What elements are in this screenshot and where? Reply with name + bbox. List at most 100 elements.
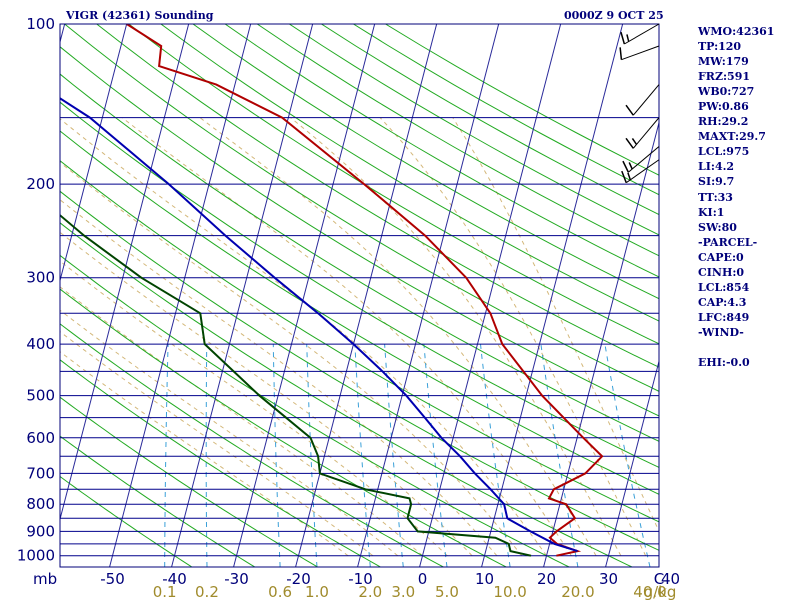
index-line: CINH:0 (698, 265, 745, 279)
wind-barb-staff (632, 117, 660, 149)
wind-barb-flag (620, 31, 626, 45)
index-line: MAXT:29.7 (698, 130, 766, 144)
wind-barb-flag (622, 160, 630, 173)
plot-area (60, 24, 659, 567)
moist-adiabat (60, 260, 448, 557)
dry-adiabat (60, 46, 659, 417)
index-line: FRZ:591 (698, 70, 751, 84)
index-line: EHI:-0.0 (698, 356, 750, 370)
temperature-tick-label: 0 (418, 570, 428, 588)
dry-adiabat (60, 396, 318, 567)
isotherm-10 (481, 24, 624, 567)
isotherm--20 (295, 24, 438, 567)
isotherm-0 (419, 24, 562, 567)
wind-barb-half (628, 162, 633, 170)
moist-adiabat (60, 331, 374, 557)
pressure-tick-label: 400 (26, 335, 55, 353)
dry-adiabat (60, 190, 659, 551)
temperature-tick-label: -50 (100, 570, 125, 588)
moist-adiabat (452, 117, 659, 533)
sounding-time: 0000Z 9 OCT 25 (564, 9, 664, 22)
isotherm--50 (109, 24, 252, 567)
dry-adiabat (160, 24, 659, 322)
moist-adiabat (60, 231, 473, 557)
index-line (698, 340, 774, 355)
dry-adiabat (64, 24, 659, 392)
temperature-line (126, 24, 604, 557)
mixing-ratio-label: 1.0 (305, 583, 329, 600)
dry-adiabat (60, 222, 633, 567)
index-line: KI:1 (698, 205, 725, 219)
pressure-unit-label: mb (33, 570, 57, 588)
index-line: CAP:4.3 (698, 295, 747, 309)
index-line: TP:120 (698, 40, 742, 54)
mixing-ratio-label: 10.0 (493, 583, 526, 600)
index-line: PW:0.86 (698, 100, 749, 114)
dry-adiabat (192, 24, 659, 300)
dry-adiabat (60, 254, 570, 567)
mixing-ratio-label: 40.0 (633, 583, 666, 600)
wind-barb-staff (632, 84, 660, 116)
temperature-tick-label: -10 (348, 570, 373, 588)
moist-adiabat (121, 117, 572, 556)
isotherm--40 (171, 24, 314, 567)
isotherm--60 (60, 24, 190, 522)
temperature-tick-label: -40 (162, 570, 187, 588)
index-line: -PARCEL- (698, 235, 758, 249)
dry-adiabat (256, 24, 659, 257)
index-line: MW:179 (698, 55, 749, 69)
moist-adiabats (60, 117, 659, 557)
index-line: LCL:975 (698, 145, 750, 159)
mixing-ratio-label: 2.0 (358, 583, 382, 600)
temperature-unit-label: C (654, 570, 664, 588)
dry-adiabat (96, 24, 659, 368)
isotherm--10 (357, 24, 500, 567)
isotherm-20 (543, 120, 659, 567)
wind-barb-flag (625, 137, 634, 149)
station-title: VIGR (42361) Sounding (66, 9, 214, 22)
mixing-ratio-label: 20.0 (561, 583, 594, 600)
isotherm--90 (0, 24, 3, 567)
temperature-tick-label: 40 (661, 570, 680, 588)
indices-panel: WMO:42361 TP:120 MW:179 FRZ:591 WB0:727 PW:0.… (698, 24, 774, 370)
index-line: LI:4.2 (698, 160, 735, 174)
index-line: LFC:849 (698, 310, 750, 324)
mixing-ratio-line (604, 344, 651, 567)
isotherm-30 (605, 359, 659, 567)
dry-adiabat (60, 130, 659, 495)
dewpoint-line (60, 213, 532, 557)
dry-adiabat (60, 475, 193, 567)
pressure-tick-label: 800 (26, 495, 55, 513)
moist-adiabat (60, 118, 547, 556)
pressure-tick-label: 100 (26, 15, 55, 33)
wind-barb-half (631, 137, 638, 145)
wind-barbs (619, 23, 660, 184)
wind-barb-flag (619, 47, 623, 60)
index-line: TT:33 (698, 190, 733, 204)
dry-adiabat (60, 435, 256, 567)
mixing-ratio-lines (164, 344, 651, 567)
moist-adiabat (379, 117, 647, 556)
parcel-line (60, 97, 578, 553)
pressure-tick-label: 700 (26, 464, 55, 482)
dry-adiabat (60, 101, 659, 468)
isotherm--80 (60, 24, 66, 44)
temperature-tick-label: 20 (537, 570, 556, 588)
wind-barb (625, 84, 660, 116)
profiles (60, 24, 604, 557)
dry-adiabat (60, 288, 507, 567)
wind-barb (625, 117, 660, 149)
isotherm--70 (60, 24, 128, 283)
wind-barb (622, 146, 660, 173)
wind-barb-staff (625, 159, 660, 184)
wind-barb-staff (624, 23, 660, 45)
index-line: WMO:42361 (698, 25, 775, 38)
temperature-tick-label: -20 (286, 570, 311, 588)
wind-barb (619, 45, 660, 61)
wind-barb-flag (621, 170, 627, 183)
index-line: LCL:854 (698, 280, 750, 294)
moist-adiabat (60, 286, 423, 557)
dry-adiabat (224, 24, 659, 278)
dry-adiabat (60, 160, 659, 523)
